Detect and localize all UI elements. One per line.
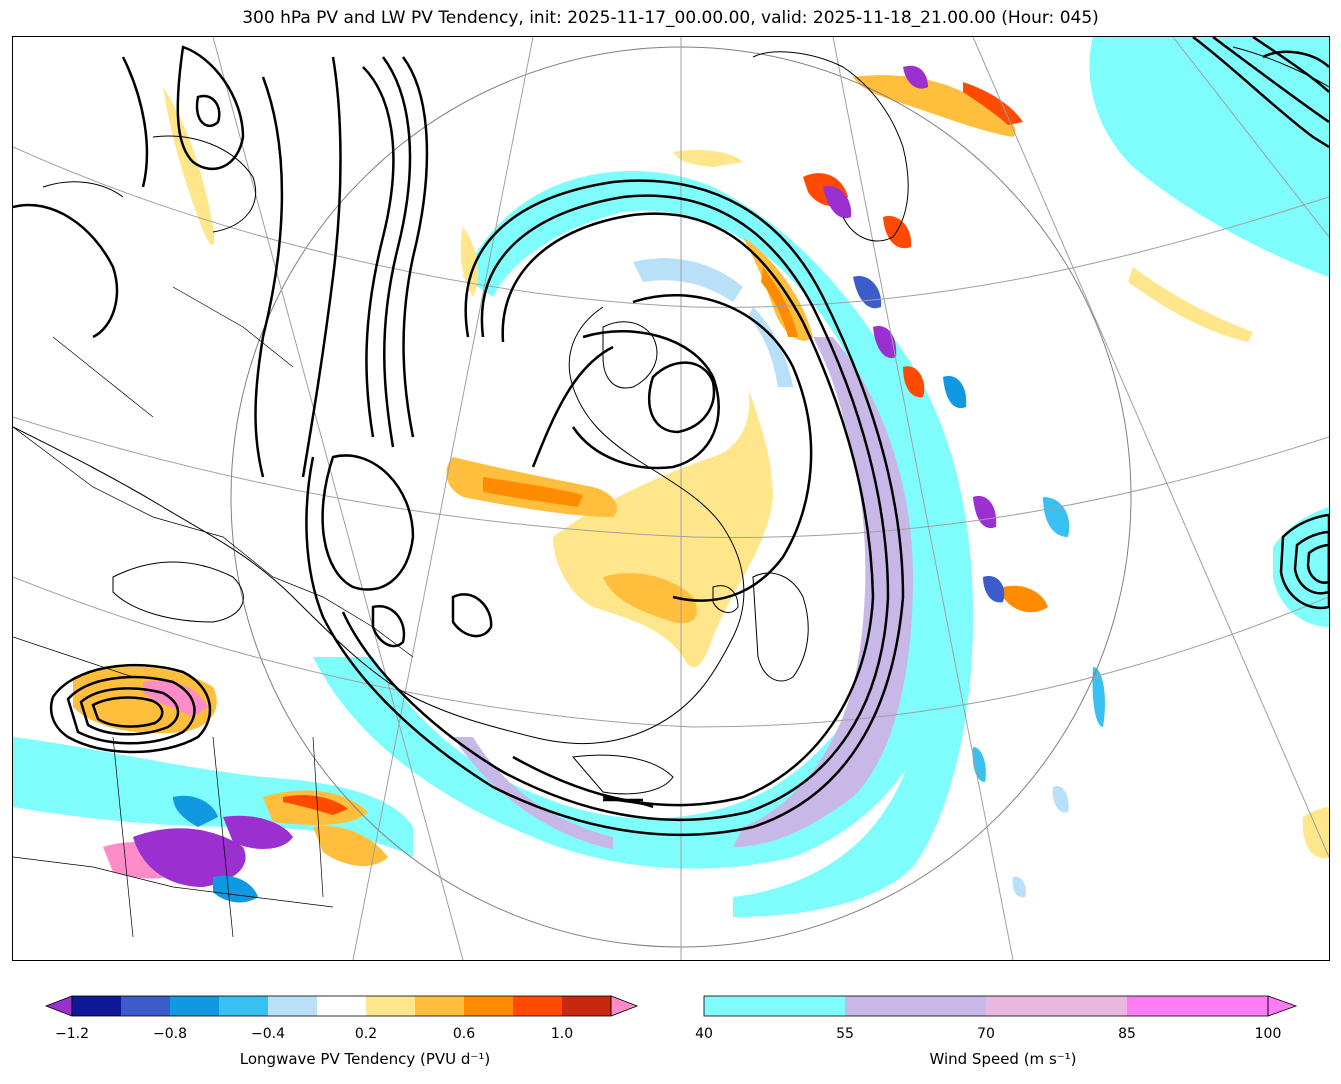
pv-colorbar-swatch <box>464 996 513 1016</box>
pv-colorbar-swatch <box>268 996 317 1016</box>
pv-tick-label: 0.2 <box>354 1026 378 1042</box>
wind-speed-colorbar-bar <box>703 995 1298 1017</box>
pv-tick-label: 0.6 <box>452 1026 476 1042</box>
pv-colorbar-swatch <box>415 996 464 1016</box>
wind-speed-colorbar-label: Wind Speed (m s⁻¹) <box>929 1050 1077 1068</box>
pv-colorbar-swatch <box>513 996 562 1016</box>
wind-colorbar-swatch <box>845 996 986 1016</box>
pv-tendency-negative <box>133 65 1105 903</box>
wind-tick-label: 70 <box>977 1026 995 1042</box>
pv-contours <box>13 37 1329 837</box>
wind-colorbar-frame <box>703 995 1269 1017</box>
pv-colorbar-frame <box>71 995 612 1017</box>
pv-colorbar-swatch <box>317 996 366 1016</box>
chart-title: 300 hPa PV and LW PV Tendency, init: 202… <box>242 8 1099 28</box>
pv-colorbar-extend-max <box>610 995 639 1017</box>
pv-colorbar-swatch <box>170 996 219 1016</box>
pv-colorbar-swatch <box>366 996 415 1016</box>
pv-colorbar-swatch <box>72 996 121 1016</box>
wind-tick-label: 40 <box>695 1026 713 1042</box>
wind-colorbar-extend-max <box>1267 995 1298 1017</box>
pv-tendency-colorbar-bar <box>44 995 639 1017</box>
pv-tick-label: 1.0 <box>550 1026 574 1042</box>
wind-tick-label: 100 <box>1254 1026 1282 1042</box>
wind-colorbar-swatch <box>986 996 1127 1016</box>
political-borders <box>13 286 414 938</box>
pv-colorbar-extend-min <box>44 995 73 1017</box>
pv-colorbar-swatch <box>562 996 611 1016</box>
coastlines <box>13 46 1329 795</box>
pv-tendency-shading <box>73 75 1329 879</box>
pv-tick-label: −1.2 <box>55 1026 89 1042</box>
pv-colorbar-swatch <box>219 996 268 1016</box>
wind-tick-label: 85 <box>1118 1026 1136 1042</box>
wind-colorbar-swatch <box>1127 996 1268 1016</box>
wind-colorbar-swatch <box>704 996 845 1016</box>
pv-tendency-colorbar-label: Longwave PV Tendency (PVU d⁻¹) <box>239 1050 491 1068</box>
pv-colorbar-swatch <box>121 996 170 1016</box>
map-canvas <box>13 37 1329 960</box>
graticule <box>13 37 1329 960</box>
pv-tick-label: −0.4 <box>251 1026 285 1042</box>
wind-tick-label: 55 <box>836 1026 854 1042</box>
map-panel <box>12 36 1330 961</box>
pv-tick-label: −0.8 <box>153 1026 187 1042</box>
